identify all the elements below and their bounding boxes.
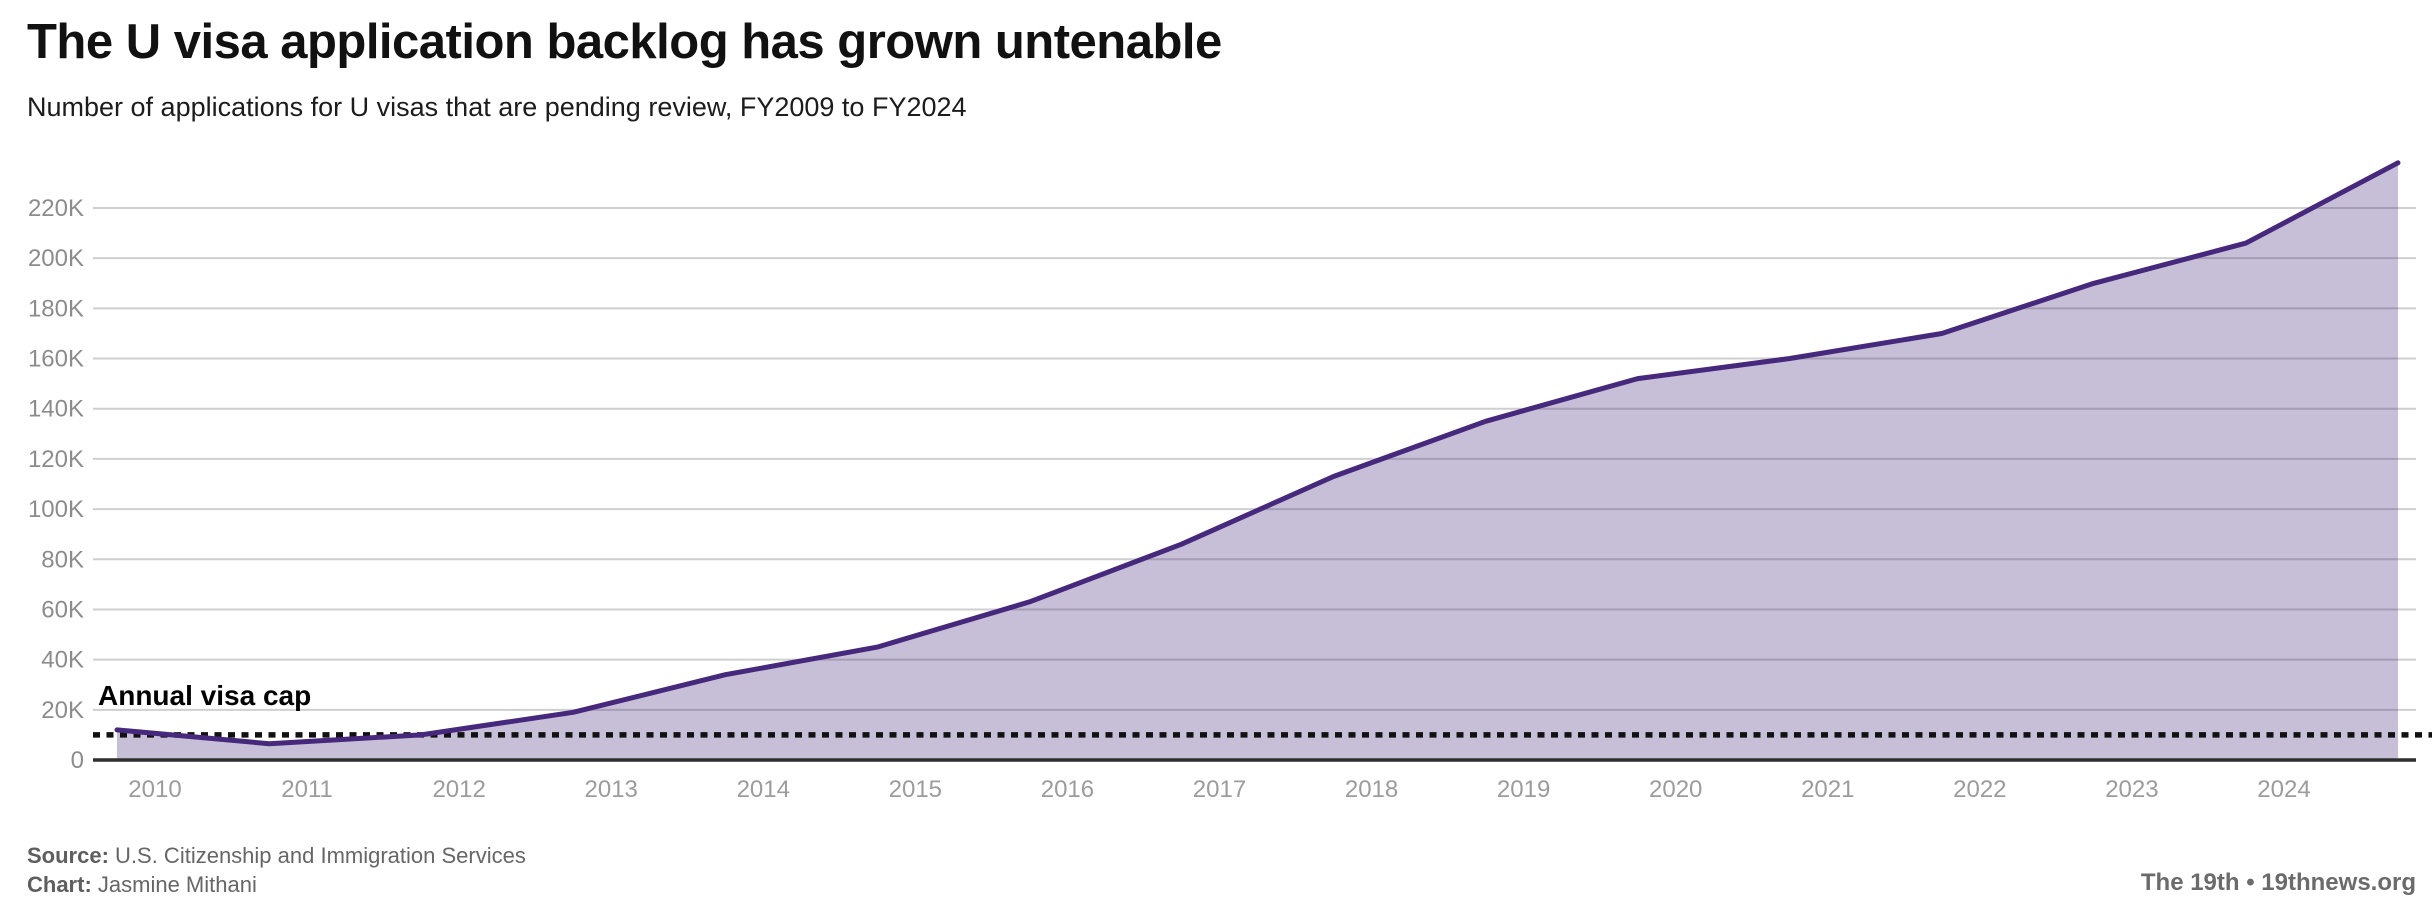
source-text: U.S. Citizenship and Immigration Service… <box>108 843 526 868</box>
source-line: Source: U.S. Citizenship and Immigration… <box>27 841 526 870</box>
x-axis-label: 2019 <box>1497 776 1550 803</box>
y-axis-label: 200K <box>28 245 84 272</box>
x-axis-label: 2010 <box>128 776 181 803</box>
x-axis-label: 2022 <box>1953 776 2006 803</box>
x-axis-label: 2013 <box>585 776 638 803</box>
x-axis-label: 2016 <box>1041 776 1094 803</box>
chart-author-text: Jasmine Mithani <box>91 872 257 897</box>
x-axis-label: 2017 <box>1193 776 1246 803</box>
source-label: Source: <box>27 843 109 868</box>
y-axis-label: 160K <box>28 346 84 373</box>
chart-author-line: Chart: Jasmine Mithani <box>27 870 526 899</box>
y-axis-label: 80K <box>41 546 84 573</box>
x-axis-label: 2012 <box>432 776 485 803</box>
x-axis-label: 2015 <box>889 776 942 803</box>
y-axis-label: 40K <box>41 647 84 674</box>
chart-subtitle: Number of applications for U visas that … <box>27 92 967 122</box>
x-axis-label: 2020 <box>1649 776 1702 803</box>
y-axis-label: 220K <box>28 195 84 222</box>
chart-credits: Source: U.S. Citizenship and Immigration… <box>27 841 526 899</box>
y-axis-label: 120K <box>28 446 84 473</box>
area-fill <box>117 162 2398 761</box>
y-axis-label: 180K <box>28 295 84 322</box>
x-axis-label: 2023 <box>2105 776 2158 803</box>
page-title: The U visa application backlog has grown… <box>27 15 1222 69</box>
y-axis-label: 60K <box>41 596 84 623</box>
brand-attribution: The 19th • 19thnews.org <box>2140 869 2416 896</box>
y-axis-label: 0 <box>71 747 84 774</box>
y-axis-label: 100K <box>28 496 84 523</box>
x-axis-label: 2014 <box>737 776 790 803</box>
y-axis-label: 140K <box>28 396 84 423</box>
cap-line-annotation: Annual visa cap <box>98 680 312 711</box>
x-axis-label: 2018 <box>1345 776 1398 803</box>
x-axis-label: 2024 <box>2257 776 2310 803</box>
y-axis-label: 20K <box>41 697 84 724</box>
x-axis-label: 2021 <box>1801 776 1854 803</box>
trend-line <box>114 160 2401 747</box>
x-axis-label: 2011 <box>281 776 333 803</box>
chart-label: Chart: <box>27 872 92 897</box>
